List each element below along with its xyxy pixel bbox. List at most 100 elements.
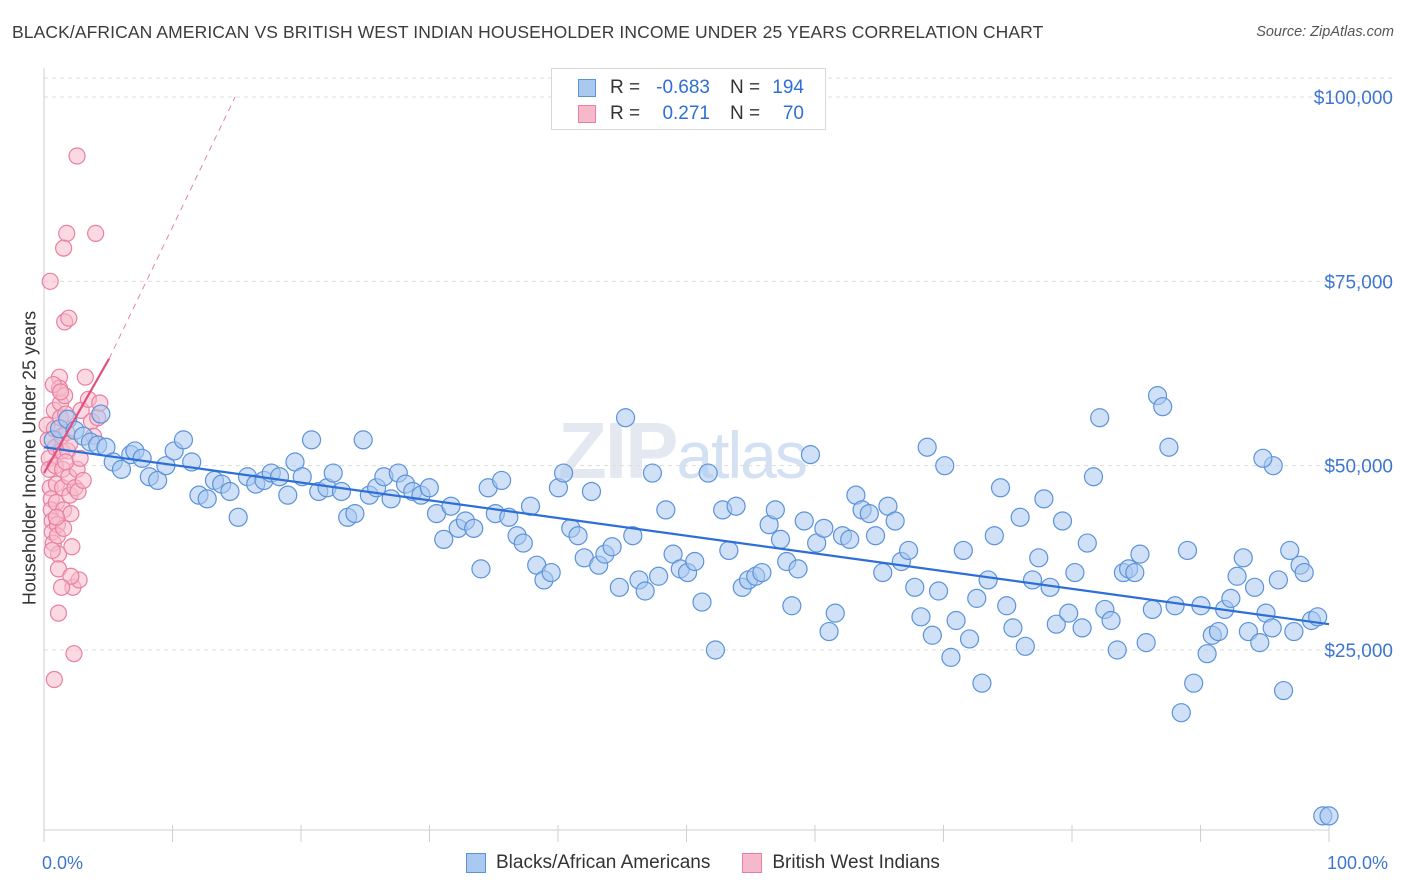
point-black-african-american xyxy=(609,577,629,597)
y-axis-label: Householder Income Under 25 years xyxy=(19,310,40,606)
point-black-african-american xyxy=(1072,618,1092,638)
point-black-african-american xyxy=(1034,489,1054,509)
point-black-african-american xyxy=(197,489,217,509)
trend-extension-bwi xyxy=(108,96,236,359)
point-black-african-american xyxy=(814,518,834,538)
point-british-west-indian xyxy=(76,368,94,386)
point-black-african-american xyxy=(1083,467,1104,487)
point-british-west-indian xyxy=(87,224,105,243)
point-black-african-american xyxy=(859,503,879,524)
point-black-african-american xyxy=(928,581,949,601)
legend-swatch-blue xyxy=(466,853,486,873)
point-black-african-american xyxy=(705,640,726,660)
legend-label-bwi: British West Indians xyxy=(772,852,940,873)
grid-lines xyxy=(44,77,1392,651)
point-black-african-american xyxy=(800,445,821,465)
point-black-african-american xyxy=(441,496,461,516)
point-british-west-indian xyxy=(68,147,86,165)
point-black-african-american xyxy=(1090,408,1110,428)
legend-label-blacks: Blacks/African Americans xyxy=(496,852,711,873)
point-black-african-american xyxy=(990,478,1011,498)
point-black-african-american xyxy=(1003,618,1023,638)
legend-n-value: 194 xyxy=(772,77,804,98)
point-black-african-american xyxy=(1136,633,1156,653)
point-black-african-american xyxy=(1077,533,1097,553)
axes xyxy=(43,68,1330,842)
point-black-african-american xyxy=(513,533,533,553)
point-black-african-american xyxy=(278,485,298,505)
point-black-african-american xyxy=(269,467,290,487)
point-black-african-american xyxy=(1245,577,1265,597)
point-british-west-indian xyxy=(65,645,83,663)
point-black-african-american xyxy=(642,463,663,483)
point-black-african-american xyxy=(935,456,955,476)
point-british-west-indian xyxy=(57,453,75,471)
legend-r-label: R = xyxy=(610,103,641,124)
point-british-west-indian xyxy=(62,567,80,585)
point-british-west-indian xyxy=(55,239,73,257)
point-black-african-american xyxy=(1153,397,1173,417)
point-black-african-american xyxy=(1107,640,1127,660)
point-black-african-american xyxy=(770,529,791,550)
point-black-african-american xyxy=(1046,614,1066,634)
point-black-african-american xyxy=(148,470,168,491)
point-british-west-indian xyxy=(52,578,71,596)
point-black-african-american xyxy=(1029,548,1049,568)
point-black-african-american xyxy=(972,673,992,693)
point-black-african-american xyxy=(719,540,739,561)
point-black-african-american xyxy=(1280,540,1300,561)
point-black-african-american xyxy=(91,404,111,424)
point-black-african-american xyxy=(345,503,365,524)
point-black-african-american xyxy=(1233,548,1253,568)
point-black-african-american xyxy=(649,566,669,586)
y-tick-label: $25,000 xyxy=(1324,641,1393,662)
legend-item-blacks[interactable]: Blacks/African Americans xyxy=(466,852,710,874)
legend-row-blacks: R = -0.683 N = 194 xyxy=(578,76,804,100)
point-black-african-american xyxy=(984,526,1004,546)
point-black-african-american xyxy=(301,430,322,450)
point-black-african-american xyxy=(419,478,439,498)
point-black-african-american xyxy=(941,647,961,667)
point-black-african-american xyxy=(1065,562,1085,583)
point-black-african-american xyxy=(825,603,845,623)
point-british-west-indian xyxy=(51,383,70,401)
point-black-african-american xyxy=(967,588,987,608)
point-black-african-american xyxy=(752,562,772,583)
point-black-african-american xyxy=(1125,562,1145,583)
point-black-african-american xyxy=(788,559,808,579)
legend-n-value: 70 xyxy=(782,103,804,124)
legend-row-bwi: R = 0.271 N = 70 xyxy=(578,102,804,126)
point-black-african-american xyxy=(1010,507,1030,527)
point-black-african-american xyxy=(635,581,655,601)
point-black-african-american xyxy=(917,437,937,457)
point-black-african-american xyxy=(885,511,905,531)
point-british-west-indian xyxy=(71,449,89,467)
point-black-african-american xyxy=(1184,673,1204,693)
point-british-west-indian xyxy=(45,670,63,689)
point-black-african-american xyxy=(1262,618,1282,638)
point-black-african-american xyxy=(1268,570,1288,590)
legend-r-value: -0.683 xyxy=(656,77,710,98)
trend-line-blacks xyxy=(43,446,1330,626)
y-tick-labels: $25,000 $50,000 $75,000 $100,000 xyxy=(1314,88,1393,662)
watermark-atlas: atlas xyxy=(676,418,807,492)
legend-n-label: N = xyxy=(730,77,761,98)
point-black-african-american xyxy=(1101,610,1121,631)
point-black-african-american xyxy=(819,621,839,642)
point-black-african-american xyxy=(623,526,643,546)
series-legend: Blacks/African Americans British West In… xyxy=(466,852,972,874)
point-black-african-american xyxy=(911,607,931,627)
point-black-african-american xyxy=(1319,806,1339,826)
point-black-african-american xyxy=(997,596,1017,616)
legend-r-label: R = xyxy=(610,77,641,98)
point-black-african-american xyxy=(1197,644,1217,664)
point-black-african-american xyxy=(132,448,152,468)
point-black-african-american xyxy=(1165,596,1185,616)
point-black-african-american xyxy=(1221,588,1241,608)
point-black-african-american xyxy=(568,526,588,546)
point-black-african-american xyxy=(1294,562,1314,583)
point-black-african-american xyxy=(1208,621,1229,642)
legend-item-bwi[interactable]: British West Indians xyxy=(742,852,940,874)
point-black-african-american xyxy=(1171,703,1191,723)
